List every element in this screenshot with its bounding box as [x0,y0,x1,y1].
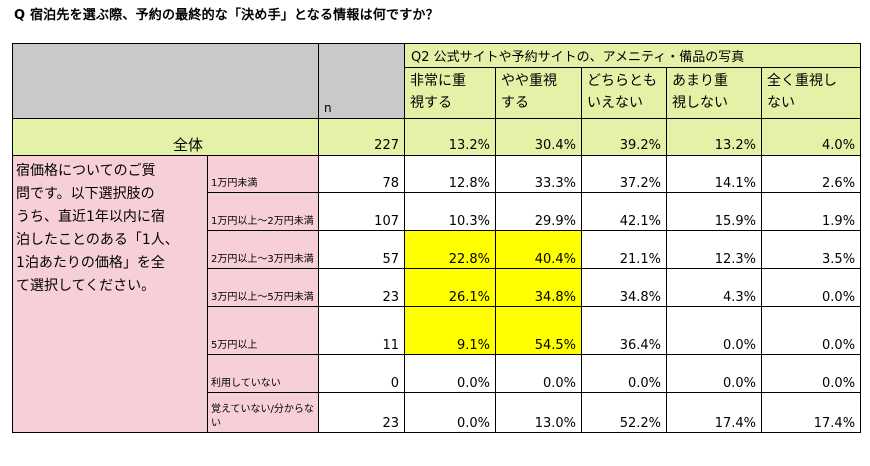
row-n: 0 [318,354,405,393]
total-label: 全体 [12,118,319,156]
row-label: 3万円以上～5万円未満 [207,268,319,307]
total-value: 4.0% [760,118,862,156]
value-cell: 1.9% [760,192,862,231]
row-label: 1万円以上～2万円未満 [207,192,319,231]
value-cell: 2.6% [760,155,862,193]
value-cell: 0.0% [760,354,862,393]
question-header: Q2 公式サイトや予約サイトの、アメニティ・備品の写真 [403,43,862,68]
segment-rows: 宿価格についてのご質 問です。以下選択肢の うち、直近1年以内に宿 泊したことのある「… [12,155,862,433]
value-cell: 4.3% [666,268,762,307]
row-n: 107 [318,192,405,231]
crosstab-table: n Q2 公式サイトや予約サイトの、アメニティ・備品の写真 非常に重 視する やや… [12,43,862,433]
value-cell: 3.5% [760,230,862,269]
value-cell: 13.0% [495,392,582,433]
column-header-neutral: どちらとも いえない [581,67,667,119]
segment-question-line: 泊したことのある「1人、 [16,232,179,248]
value-cell: 0.0% [760,268,862,307]
total-value: 13.2% [404,118,496,156]
value-cell: 12.3% [666,230,762,269]
value-cell: 21.1% [581,230,667,269]
value-cell: 0.0% [581,354,667,393]
row-label: 1万円未満 [207,155,319,193]
segment-question-line: て選択してください。 [16,278,156,294]
row-label: 覚えていない/分からない [207,392,319,433]
header-row-columns: 非常に重 視する やや重視 する どちらとも いえない あまり重 視しない 全く重視しな… [13,67,862,119]
highlighted-cell: 34.8% [495,268,582,307]
column-header-not-important-at-all: 全く重視し ない [760,67,862,119]
value-cell: 17.4% [666,392,762,433]
highlighted-cell: 54.5% [495,306,582,355]
segment-question-line: 1泊あたりの価格」を全 [16,255,165,271]
table-row: 3万円以上～5万円未満 23 26.1% 34.8% 34.8% 4.3% 0.0% [13,268,862,307]
value-cell: 15.9% [666,192,762,231]
segment-question-line: 宿価格についてのご質 [16,163,156,179]
row-label: 利用していない [207,354,319,393]
column-header-very-important: 非常に重 視する [404,67,496,119]
value-cell: 29.9% [495,192,582,231]
value-cell: 36.4% [581,306,667,355]
row-label: 2万円以上～3万円未満 [207,230,319,269]
value-cell: 52.2% [581,392,667,433]
value-cell: 0.0% [404,354,496,393]
value-cell: 33.3% [495,155,582,193]
row-n: 23 [318,392,405,433]
table-row: 宿価格についてのご質 問です。以下選択肢の うち、直近1年以内に宿 泊したことのある「… [12,155,862,433]
highlighted-cell: 9.1% [404,306,496,355]
table-row: 利用していない 0 0.0% 0.0% 0.0% 0.0% 0.0% [13,354,862,393]
column-header-not-very-important: あまり重 視しない [666,67,762,119]
total-value: 13.2% [666,118,762,156]
segment-question: 宿価格についてのご質 問です。以下選択肢の うち、直近1年以内に宿 泊したことのある「… [12,155,208,433]
total-value: 39.2% [581,118,667,156]
segment-question-line: うち、直近1年以内に宿 [16,209,165,225]
value-cell: 0.0% [666,354,762,393]
total-row: 全体 227 13.2% 30.4% 39.2% 13.2% 4.0% [12,118,862,156]
table-row: 5万円以上 11 9.1% 54.5% 36.4% 0.0% 0.0% [13,306,862,355]
row-n: 78 [318,155,405,193]
highlighted-cell: 40.4% [495,230,582,269]
row-n: 11 [318,306,405,355]
segment-question-line: 問です。以下選択肢の [16,186,155,202]
value-cell: 0.0% [760,306,862,355]
value-cell: 0.0% [666,306,762,355]
value-cell: 34.8% [581,268,667,307]
value-cell: 42.1% [581,192,667,231]
total-value: 30.4% [495,118,582,156]
page-title: Q 宿泊先を選ぶ際、予約の最終的な「決め手」となる情報は何ですか？ [14,8,439,23]
row-label: 5万円以上 [207,306,319,355]
highlighted-cell: 26.1% [404,268,496,307]
table-row: 1万円以上～2万円未満 107 10.3% 29.9% 42.1% 15.9% 1.9% [13,192,862,231]
value-cell: 0.0% [495,354,582,393]
header-row-question: n Q2 公式サイトや予約サイトの、アメニティ・備品の写真 [12,43,862,119]
table-row: 2万円以上～3万円未満 57 22.8% 40.4% 21.1% 12.3% 3.5% [13,230,862,269]
value-cell: 0.0% [404,392,496,433]
value-cell: 14.1% [666,155,762,193]
value-cell: 12.8% [404,155,496,193]
n-header: n [318,43,405,119]
header-corner [12,43,319,119]
value-cell: 17.4% [760,392,862,433]
value-cell: 37.2% [581,155,667,193]
row-n: 57 [318,230,405,269]
column-header-somewhat-important: やや重視 する [495,67,582,119]
highlighted-cell: 22.8% [404,230,496,269]
value-cell: 10.3% [404,192,496,231]
row-n: 23 [318,268,405,307]
table-row: 覚えていない/分からない 23 0.0% 13.0% 52.2% 17.4% 17.4% [13,392,862,433]
total-n: 227 [318,118,405,156]
